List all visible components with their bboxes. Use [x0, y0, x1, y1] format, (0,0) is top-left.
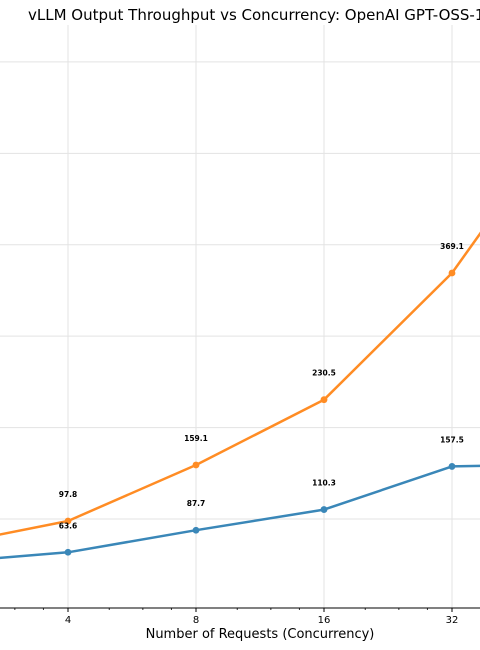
- data-label: 110.3: [312, 479, 336, 488]
- x-tick-label: 32: [446, 615, 459, 626]
- data-label: 159.1: [184, 434, 208, 443]
- data-labels: 97.8 159.1 230.5 369.1 63.6 87.7 110.3 157.5: [59, 242, 464, 530]
- data-label: 63.6: [59, 521, 78, 530]
- data-label: 230.5: [312, 369, 336, 378]
- data-point: [64, 517, 72, 525]
- data-point: [320, 506, 328, 513]
- data-point: [448, 463, 456, 470]
- x-tick-label: 16: [318, 615, 331, 626]
- grid: [0, 25, 480, 608]
- x-axis-label: Number of Requests (Concurrency): [146, 627, 375, 642]
- data-point: [192, 461, 200, 469]
- series-group: [0, 231, 480, 560]
- data-point: [192, 526, 200, 534]
- data-point: [320, 396, 328, 404]
- data-point: [64, 548, 72, 556]
- data-label: 97.8: [59, 490, 78, 499]
- chart-title: vLLM Output Throughput vs Concurrency: O…: [28, 6, 480, 24]
- data-point: [448, 269, 456, 277]
- x-tick-label: 8: [193, 615, 199, 626]
- series-line-1: [0, 464, 480, 560]
- series-line-0: [0, 231, 480, 536]
- x-ticks: 4 8 16 32: [14, 608, 459, 626]
- x-tick-label: 4: [65, 615, 71, 626]
- data-label: 157.5: [440, 435, 464, 444]
- data-label: 369.1: [440, 242, 464, 251]
- data-label: 87.7: [187, 499, 206, 508]
